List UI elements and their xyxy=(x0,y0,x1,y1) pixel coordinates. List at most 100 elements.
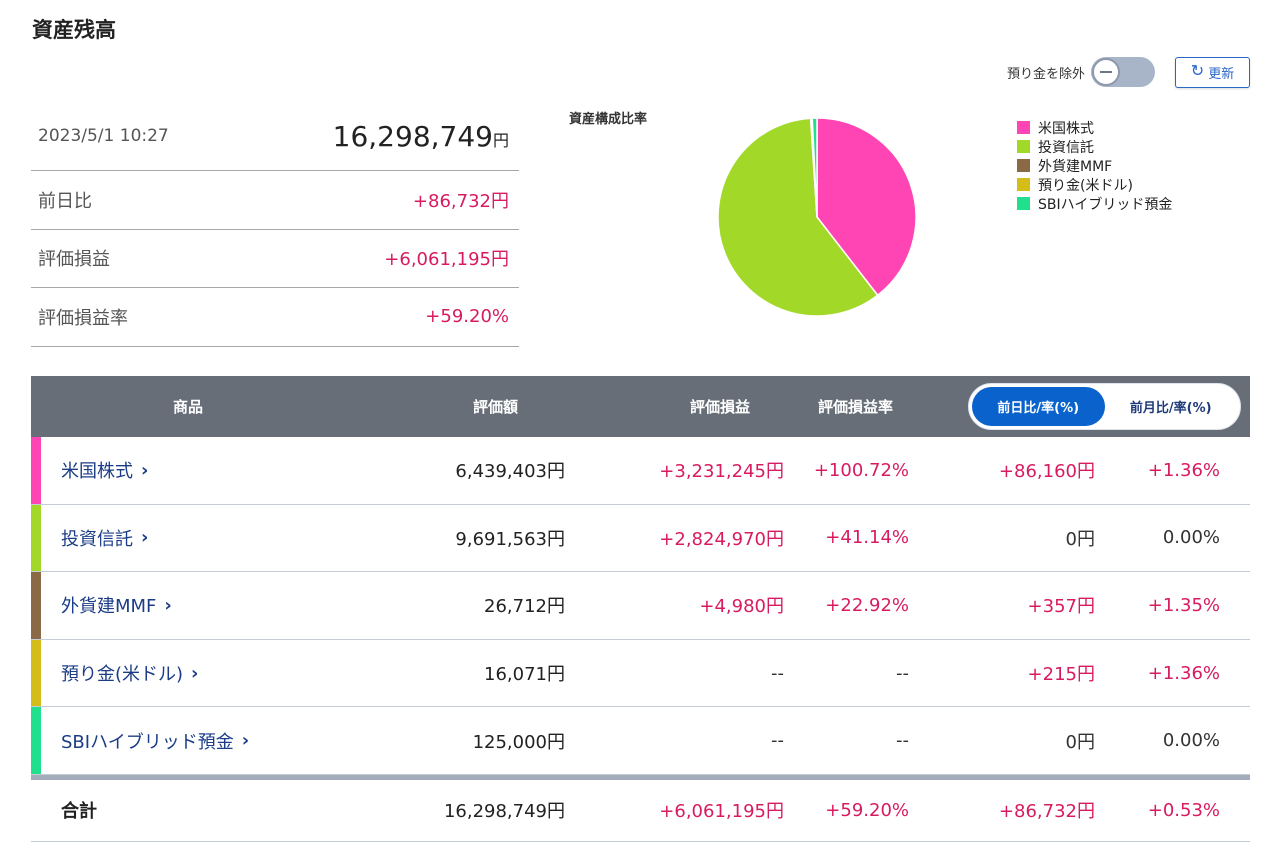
summary-row-gain: 評価損益 +6,061,195円 xyxy=(31,230,519,288)
total-day-change: +86,732円 xyxy=(998,801,1095,823)
table-row: 投資信託 › 9,691,563円 +2,824,970円 +41.14% 0円 0.00% xyxy=(31,504,1250,573)
legend-swatch xyxy=(1017,197,1030,210)
row-gain: -- xyxy=(771,662,784,684)
table-row: SBIハイブリッド預金 › 125,000円 -- -- 0円 0.00% xyxy=(31,707,1250,775)
legend-item: 投資信託 xyxy=(1017,137,1172,156)
total-gain: +6,061,195円 xyxy=(659,801,784,823)
legend-swatch xyxy=(1017,140,1030,153)
summary-label: 評価損益率 xyxy=(38,307,128,329)
chevron-right-icon: › xyxy=(141,459,149,481)
summary-row-day-change: 前日比 +86,732円 xyxy=(31,171,519,230)
row-day-change: 0円 xyxy=(1065,528,1095,550)
table-total-separator xyxy=(31,774,1250,780)
legend-item: SBIハイブリッド預金 xyxy=(1017,194,1172,213)
product-name: 外貨建MMF xyxy=(61,596,157,618)
row-gain-rate: +22.92% xyxy=(825,594,909,616)
row-amount: 6,439,403円 xyxy=(455,461,565,483)
product-link[interactable]: SBIハイブリッド預金 › xyxy=(61,707,249,774)
table-row: 外貨建MMF › 26,712円 +4,980円 +22.92% +357円 +1.35% xyxy=(31,572,1250,640)
tab-day-change[interactable]: 前日比/率(%) xyxy=(972,387,1105,426)
pie-slice xyxy=(811,117,818,218)
product-name: SBIハイブリッド預金 xyxy=(61,731,234,753)
summary-value: +59.20% xyxy=(425,306,509,328)
row-gain-rate: +41.14% xyxy=(825,527,909,549)
product-link[interactable]: 投資信託 › xyxy=(61,505,148,572)
total-label: 合計 xyxy=(61,801,97,823)
row-gain: +3,231,245円 xyxy=(659,461,784,483)
total-balance: 16,298,749円 xyxy=(333,120,509,153)
header-product: 商品 xyxy=(173,398,204,416)
product-link[interactable]: 米国株式 › xyxy=(61,437,148,504)
row-gain: +2,824,970円 xyxy=(659,528,784,550)
pie-chart-title: 資産構成比率 xyxy=(569,112,648,127)
row-day-change-rate: +1.36% xyxy=(1147,662,1220,684)
total-amount: 16,298,749円 xyxy=(443,801,565,823)
pie-chart-legend: 米国株式投資信託 外貨建MMF 預り金(米ドル) SBIハイブリッド預金 xyxy=(1017,118,1172,213)
row-color-bar xyxy=(31,572,41,639)
holdings-table: 商品 評価額 評価損益 評価損益率 前日比/率(%) 前月比/率(%) 米国株式… xyxy=(31,376,1250,842)
row-day-change-rate: +1.36% xyxy=(1147,459,1220,481)
row-day-change: +357円 xyxy=(1027,596,1095,618)
summary-value: +86,732円 xyxy=(412,190,509,212)
header-amount: 評価額 xyxy=(473,398,519,416)
period-toggle: 前日比/率(%) 前月比/率(%) xyxy=(968,383,1241,430)
legend-item: 外貨建MMF xyxy=(1017,156,1172,175)
row-amount: 26,712円 xyxy=(484,596,565,618)
row-day-change: +86,160円 xyxy=(998,461,1095,483)
row-color-bar xyxy=(31,639,41,707)
row-gain-rate: -- xyxy=(896,662,909,684)
legend-swatch xyxy=(1017,178,1030,191)
row-gain-rate: -- xyxy=(896,730,909,752)
summary-label: 評価損益 xyxy=(38,249,110,271)
row-day-change: 0円 xyxy=(1065,731,1095,753)
total-balance-amount: 16,298,749 xyxy=(332,119,493,153)
chevron-right-icon: › xyxy=(241,730,250,752)
refresh-label: 更新 xyxy=(1208,65,1235,81)
total-balance-unit: 円 xyxy=(492,130,509,150)
legend-item: 米国株式 xyxy=(1017,118,1172,137)
row-day-change-rate: 0.00% xyxy=(1162,527,1220,549)
header-gain: 評価損益 xyxy=(690,398,751,416)
total-day-change-rate: +0.53% xyxy=(1147,799,1220,821)
product-name: 預り金(米ドル) xyxy=(61,664,184,686)
summary-row-gain-rate: 評価損益率 +59.20% xyxy=(31,288,519,347)
chevron-right-icon: › xyxy=(164,594,172,616)
row-gain: +4,980円 xyxy=(699,596,784,618)
row-day-change-rate: +1.35% xyxy=(1147,594,1220,616)
legend-label: 預り金(米ドル) xyxy=(1038,177,1133,194)
table-header: 商品 評価額 評価損益 評価損益率 前日比/率(%) 前月比/率(%) xyxy=(31,376,1250,437)
product-name: 投資信託 xyxy=(61,528,133,550)
pie-slice xyxy=(717,117,879,317)
header-controls: 預り金を除外 ↻ 更新 xyxy=(1007,56,1250,88)
row-color-bar xyxy=(31,504,41,572)
table-body: 米国株式 › 6,439,403円 +3,231,245円 +100.72% +86,16… xyxy=(31,437,1250,775)
refresh-button[interactable]: ↻ 更新 xyxy=(1175,56,1250,88)
product-link[interactable]: 預り金(米ドル) › xyxy=(61,640,198,707)
row-amount: 9,691,563円 xyxy=(455,528,565,550)
product-name: 米国株式 xyxy=(61,461,133,483)
chevron-right-icon: › xyxy=(141,527,149,549)
row-day-change: +215円 xyxy=(1027,664,1095,686)
table-total-row: 合計 16,298,749円 +6,061,195円 +59.20% +86,7… xyxy=(31,780,1250,842)
tab-month-change[interactable]: 前月比/率(%) xyxy=(1129,401,1212,416)
row-amount: 125,000円 xyxy=(472,731,565,753)
row-gain: -- xyxy=(771,730,784,752)
row-color-bar xyxy=(31,707,41,774)
summary-label: 前日比 xyxy=(38,190,92,212)
row-amount: 16,071円 xyxy=(484,664,565,686)
table-row: 預り金(米ドル) › 16,071円 -- -- +215円 +1.36% xyxy=(31,639,1250,708)
summary-total-row: 2023/5/1 10:27 16,298,749円 xyxy=(31,102,519,171)
row-color-bar xyxy=(31,437,41,504)
refresh-icon: ↻ xyxy=(1190,63,1205,80)
row-gain-rate: +100.72% xyxy=(813,459,909,481)
table-row: 米国株式 › 6,439,403円 +3,231,245円 +100.72% +86,16… xyxy=(31,437,1250,505)
summary-panel: 2023/5/1 10:27 16,298,749円 前日比 +86,732円 … xyxy=(31,102,519,347)
product-link[interactable]: 外貨建MMF › xyxy=(61,572,172,639)
page-title: 資産残高 xyxy=(32,18,116,42)
toggle-knob xyxy=(1092,58,1120,86)
legend-label: 投資信託 xyxy=(1038,139,1094,156)
exclude-deposit-toggle[interactable] xyxy=(1091,57,1155,87)
total-gain-rate: +59.20% xyxy=(825,799,909,821)
legend-item: 預り金(米ドル) xyxy=(1017,175,1172,194)
as-of-datetime: 2023/5/1 10:27 xyxy=(38,126,169,146)
